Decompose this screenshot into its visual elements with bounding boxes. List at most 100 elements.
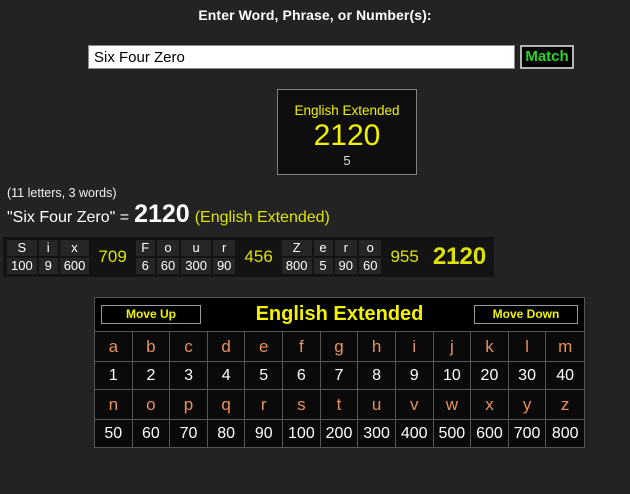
cipher-value-cell: 90 [245, 420, 284, 447]
cipher-value-cell: 800 [551, 424, 579, 442]
cipher-value-cell: 4 [208, 362, 246, 389]
equation-line: "Six Four Zero" = 2120 (English Extended… [7, 200, 330, 229]
breakdown-letter: i [38, 240, 58, 256]
cipher-value-cell: 2 [133, 362, 171, 389]
cipher-letter-cell: d [208, 332, 246, 361]
cipher-result-box[interactable]: English Extended 2120 5 [277, 89, 417, 175]
cipher-grid: a b c d e f g h i j k l m 1 2 3 4 5 6 7 8 9 10 20 30 40 n o p q r s t u v w… [95, 332, 584, 447]
word-sum: 456 [244, 247, 273, 266]
result-cipher-name: English Extended [294, 103, 400, 118]
breakdown-letter: r [334, 240, 357, 256]
equation-cipher-note: (English Extended) [194, 209, 330, 226]
cipher-letter-cell: r [245, 390, 284, 419]
search-input[interactable] [88, 45, 515, 69]
cipher-value-row: 50 60 70 80 90 100 200 300 400 500 600 700 800 [95, 419, 584, 447]
cipher-letter-cell: p [170, 390, 208, 419]
cipher-letter-cell: n [95, 390, 133, 419]
cipher-value-cell: 70 [170, 420, 208, 447]
cipher-letter-cell: u [358, 390, 396, 419]
cipher-letter-cell: v [396, 390, 434, 419]
result-match-count: 5 [343, 153, 351, 168]
breakdown-letter-value: 60 [358, 258, 382, 274]
result-value: 2120 [313, 119, 381, 152]
breakdown-letter-value: 300 [181, 258, 211, 274]
breakdown-letter: x [59, 240, 90, 256]
cipher-letter-cell: j [434, 332, 472, 361]
breakdown-letter-value: 90 [334, 258, 357, 274]
cipher-letter-cell: s [283, 390, 321, 419]
breakdown-letter: o [358, 240, 382, 256]
breakdown-letter-value: 600 [59, 258, 90, 274]
cipher-letter-cell: i [396, 332, 434, 361]
cipher-letter-cell: y [509, 390, 547, 419]
cipher-value-cell: 5 [245, 362, 284, 389]
cipher-value-cell: 3 [170, 362, 208, 389]
cipher-letter-cell: x [471, 390, 509, 419]
cipher-letter-cell: t [321, 390, 359, 419]
cipher-letter-cell: c [170, 332, 208, 361]
move-up-button[interactable]: Move Up [101, 305, 201, 324]
move-down-button[interactable]: Move Down [474, 305, 578, 324]
cipher-letter-cell: k [471, 332, 509, 361]
cipher-value-cell: 100 [283, 420, 321, 447]
cipher-value-cell: 700 [509, 420, 547, 447]
cipher-value-cell: 30 [509, 362, 547, 389]
word-sum: 955 [390, 247, 419, 266]
breakdown-letter: Z [281, 240, 312, 256]
cipher-letter-cell: o [133, 390, 171, 419]
breakdown-letter-value: 90 [212, 258, 236, 274]
breakdown-letter-value: 800 [281, 258, 312, 274]
breakdown-letter: S [7, 240, 37, 256]
breakdown-letter: e [313, 240, 333, 256]
cipher-value-cell: 40 [556, 366, 575, 384]
cipher-value-cell: 6 [283, 362, 321, 389]
cipher-letter-cell: h [358, 332, 396, 361]
cipher-value-cell: 60 [133, 420, 171, 447]
breakdown-letter-value: 60 [156, 258, 180, 274]
cipher-value-cell: 7 [321, 362, 359, 389]
cipher-value-cell: 10 [434, 362, 472, 389]
cipher-value-cell: 200 [321, 420, 359, 447]
equation-phrase: "Six Four Zero" = [7, 209, 130, 226]
breakdown-letter-value: 6 [135, 258, 155, 274]
cipher-letter-cell: l [509, 332, 547, 361]
cipher-value-cell: 50 [95, 420, 133, 447]
breakdown-letter-value: 5 [313, 258, 333, 274]
cipher-letter-cell: f [283, 332, 321, 361]
cipher-value-cell: 20 [471, 362, 509, 389]
cipher-letter-cell: a [95, 332, 133, 361]
cipher-value-cell: 600 [471, 420, 509, 447]
match-button[interactable]: Match [520, 45, 574, 69]
breakdown-letter-value: 9 [38, 258, 58, 274]
cipher-value-cell: 1 [95, 362, 133, 389]
cipher-letter-cell: g [321, 332, 359, 361]
breakdown-total: 2120 [432, 243, 487, 270]
cipher-value-cell: 80 [208, 420, 246, 447]
cipher-letter-cell: b [133, 332, 171, 361]
breakdown-letter: F [135, 240, 155, 256]
breakdown-letter-value: 100 [7, 258, 37, 274]
cipher-value-cell: 500 [434, 420, 472, 447]
cipher-value-cell: 8 [358, 362, 396, 389]
cipher-letter-cell: m [558, 336, 573, 356]
cipher-table-title: English Extended [255, 303, 424, 325]
cipher-letter-cell: e [245, 332, 284, 361]
breakdown-letter: o [156, 240, 180, 256]
cipher-letter-cell: z [560, 394, 570, 414]
letters-words-summary: (11 letters, 3 words) [7, 186, 117, 200]
cipher-value-cell: 300 [358, 420, 396, 447]
word-sum: 709 [98, 247, 127, 266]
cipher-value-cell: 9 [396, 362, 434, 389]
cipher-letter-cell: q [208, 390, 246, 419]
breakdown-letter: u [181, 240, 211, 256]
page-title: Enter Word, Phrase, or Number(s): [198, 7, 432, 23]
